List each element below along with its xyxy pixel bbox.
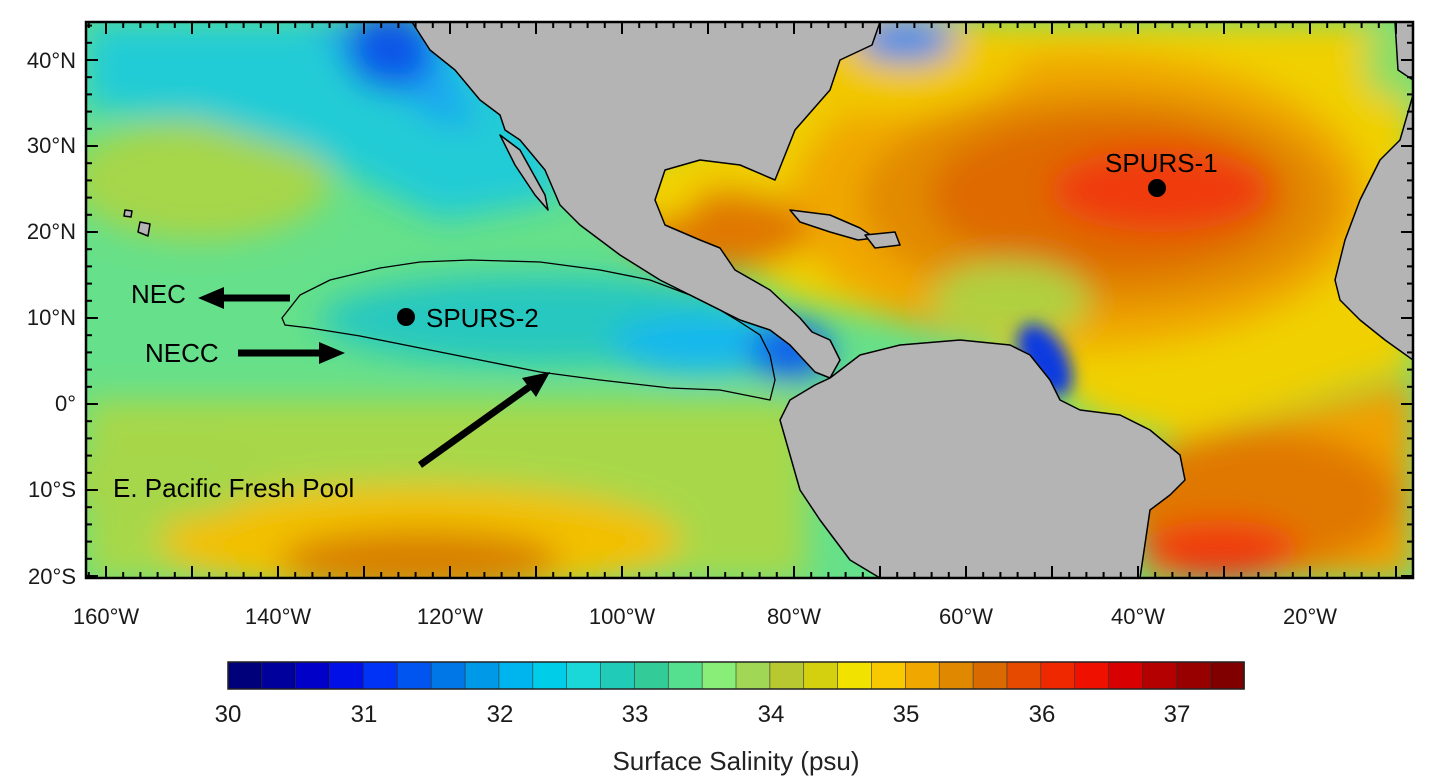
colorbar-cell [261, 661, 297, 690]
colorbar-cell [464, 661, 500, 690]
lon-tick-label: 40°W [1111, 604, 1165, 629]
nec-arrowhead [198, 287, 224, 309]
colorbar-cell [938, 661, 974, 690]
colorbar-label: 30 [215, 701, 242, 728]
land-masses [123, 22, 1413, 578]
annotations: SPURS-1 SPURS-2 NEC NECC E. Pacific Fres… [113, 148, 1218, 503]
axis-ticks [86, 22, 1413, 578]
lat-tick-label: 10°S [28, 477, 76, 502]
colorbar-cell [363, 661, 399, 690]
colorbar-cell [871, 661, 907, 690]
colorbar-cell [837, 661, 873, 690]
colorbar-cell [1040, 661, 1076, 690]
colorbar-cell [532, 661, 568, 690]
colorbar-cell [701, 661, 737, 690]
colorbar-cell [498, 661, 534, 690]
colorbar-cell [397, 661, 432, 690]
colorbar-cell [295, 661, 331, 690]
fresh-pool-arrowhead [522, 372, 550, 397]
colorbar-cell [1209, 661, 1245, 690]
colorbar-cell [735, 661, 771, 690]
necc-arrowhead [319, 342, 345, 364]
lon-tick-label: 100°W [589, 604, 656, 629]
lat-tick-label: 10°N [27, 305, 76, 330]
lat-tick-label: 0° [55, 391, 76, 416]
fresh-pool-contour [281, 259, 776, 401]
colorbar-cell [1006, 661, 1042, 690]
colorbar-cell [1074, 661, 1110, 690]
colorbar-cell [905, 661, 941, 690]
spurs2-label: SPURS-2 [426, 303, 539, 333]
lat-tick-label: 20°S [28, 564, 76, 589]
colorbar-cell [1108, 661, 1144, 690]
spurs1-marker [1148, 179, 1166, 197]
colorbar-cell [1142, 661, 1178, 690]
colorbar-cell [600, 661, 636, 690]
lon-axis: 160°W 140°W 120°W 100°W 80°W 60°W 40°W 2… [73, 604, 1337, 629]
nec-label: NEC [131, 279, 186, 309]
fresh-pool-label: E. Pacific Fresh Pool [113, 473, 354, 503]
colorbar-label: 36 [1029, 701, 1056, 728]
colorbar-cell [566, 661, 602, 690]
lon-tick-label: 80°W [767, 604, 821, 629]
spurs1-label: SPURS-1 [1105, 148, 1218, 178]
colorbar-cell [430, 661, 466, 690]
colorbar-cell [769, 661, 805, 690]
colorbar-label: 34 [758, 701, 785, 728]
colorbar-cell [667, 661, 703, 690]
colorbar-label: 32 [487, 701, 514, 728]
colorbar-cell [803, 661, 839, 690]
colorbar-title: Surface Salinity (psu) [612, 746, 859, 776]
colorbar-cell [634, 661, 670, 690]
fresh-pool-arrow [417, 382, 535, 468]
colorbar-cells [227, 661, 1245, 690]
lon-tick-label: 60°W [939, 604, 993, 629]
spurs2-marker [397, 308, 415, 326]
colorbar-cell [972, 661, 1008, 690]
map-area [86, 22, 1413, 578]
lat-tick-label: 40°N [27, 48, 76, 73]
colorbar-label: 33 [622, 701, 649, 728]
colorbar-label: 35 [893, 701, 920, 728]
colorbar-label: 37 [1164, 701, 1191, 728]
colorbar-label: 31 [351, 701, 378, 728]
colorbar: 30 31 32 33 34 35 36 37 Surface Salinity… [215, 661, 1245, 776]
necc-label: NECC [145, 338, 219, 368]
lon-tick-label: 120°W [417, 604, 484, 629]
lon-tick-label: 20°W [1283, 604, 1337, 629]
lat-tick-label: 20°N [27, 219, 76, 244]
lat-axis: 40°N 30°N 20°N 10°N 0° 10°S 20°S [27, 48, 76, 589]
colorbar-cell [329, 661, 365, 690]
colorbar-cell [227, 661, 263, 690]
lat-tick-label: 30°N [27, 133, 76, 158]
colorbar-frame [227, 661, 1245, 690]
lon-tick-label: 140°W [245, 604, 312, 629]
colorbar-cell [1175, 661, 1211, 690]
lon-tick-label: 160°W [73, 604, 140, 629]
